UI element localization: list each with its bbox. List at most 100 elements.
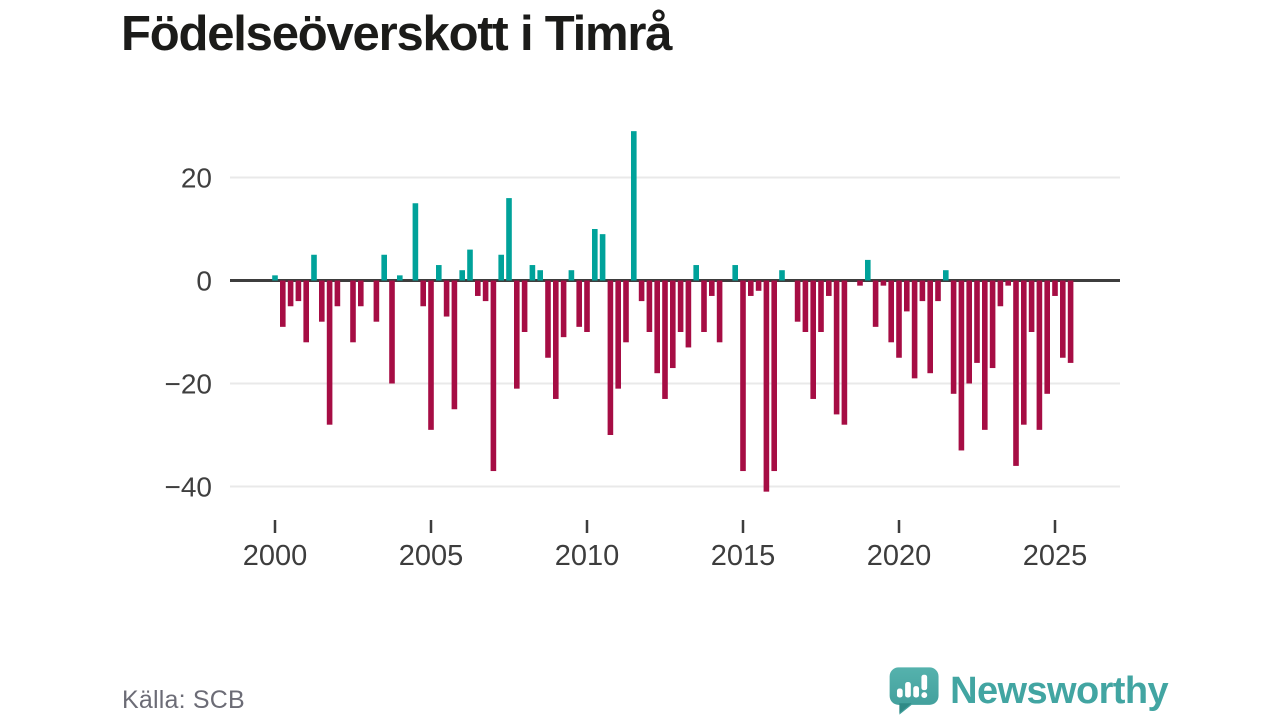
bar — [927, 280, 933, 374]
x-tick-label: 2000 — [243, 540, 308, 572]
bar — [646, 280, 653, 332]
bar — [397, 275, 403, 281]
bar — [989, 280, 996, 369]
bar — [740, 280, 746, 472]
bar — [670, 280, 676, 369]
bar — [888, 280, 894, 343]
bar — [521, 280, 528, 332]
bar — [755, 280, 762, 291]
bar — [919, 280, 926, 302]
bar — [716, 280, 723, 343]
bar — [560, 280, 567, 338]
bar — [553, 280, 559, 399]
bar — [1028, 280, 1035, 332]
bar — [584, 280, 590, 332]
bar — [693, 265, 699, 281]
bar — [763, 280, 770, 492]
bar — [303, 280, 309, 343]
bar — [865, 259, 871, 281]
bar — [459, 270, 465, 281]
bar — [358, 280, 364, 307]
bar — [732, 265, 738, 281]
x-tick-label: 2005 — [399, 540, 464, 572]
bar — [373, 280, 380, 322]
bar — [420, 280, 426, 307]
bar — [779, 270, 785, 281]
bar — [748, 280, 754, 296]
newsworthy-logo[interactable]: Newsworthy — [888, 661, 1169, 721]
bar — [475, 280, 481, 296]
bar — [623, 280, 629, 343]
bar — [802, 280, 809, 332]
bar — [412, 203, 419, 281]
bar — [319, 280, 325, 322]
bar — [771, 280, 777, 472]
bar — [958, 280, 965, 451]
bar — [880, 280, 887, 286]
bar — [428, 280, 434, 430]
bar — [295, 280, 302, 302]
bar — [1005, 280, 1011, 286]
bar — [1067, 280, 1074, 363]
bar — [950, 280, 957, 394]
bar — [794, 280, 801, 322]
bar — [436, 265, 442, 281]
bar — [350, 280, 356, 343]
bar — [467, 249, 473, 281]
bar — [982, 280, 988, 430]
source-note: Källa: SCB — [122, 686, 245, 714]
bar — [287, 280, 294, 307]
bar — [966, 280, 972, 384]
x-tick-label: 2025 — [1023, 540, 1088, 572]
bar — [872, 280, 879, 327]
newsworthy-wordmark: Newsworthy — [950, 670, 1168, 712]
x-tick-label: 2010 — [555, 540, 620, 572]
x-tick-label: 2015 — [711, 540, 776, 572]
bar — [709, 280, 715, 296]
bar — [1060, 280, 1066, 358]
bar — [1044, 280, 1050, 394]
bar — [685, 280, 692, 348]
bar — [701, 280, 707, 332]
bar — [857, 280, 863, 286]
bar — [311, 254, 317, 281]
bar — [607, 280, 614, 435]
bar — [826, 280, 832, 296]
bar — [592, 229, 598, 281]
y-tick-label: −20 — [165, 369, 213, 400]
bar — [272, 275, 278, 281]
chart-title: Födelseöverskott i Timrå — [121, 7, 673, 61]
bar — [1021, 280, 1027, 425]
bar — [841, 280, 848, 425]
bar — [818, 280, 824, 332]
bar — [833, 280, 840, 415]
bar — [904, 280, 910, 312]
bar — [381, 254, 387, 281]
bar — [896, 280, 902, 358]
y-tick-label: 0 — [196, 266, 212, 297]
bar — [662, 280, 668, 399]
bar — [389, 280, 395, 384]
y-tick-label: −40 — [165, 472, 213, 503]
bar — [514, 280, 520, 389]
bar — [498, 254, 504, 281]
bar — [997, 280, 1004, 307]
bar — [1013, 280, 1019, 466]
x-tick-label: 2020 — [867, 540, 932, 572]
bar — [537, 270, 543, 281]
bar — [631, 131, 637, 281]
bar — [974, 280, 980, 363]
bar — [911, 280, 918, 379]
bar — [334, 280, 341, 307]
bar — [280, 280, 286, 327]
bar — [568, 270, 575, 281]
bar — [443, 280, 450, 317]
bar — [529, 265, 536, 281]
bar — [810, 280, 816, 399]
bar — [545, 280, 551, 358]
bar — [326, 280, 333, 425]
bar — [1052, 280, 1058, 296]
bar — [576, 280, 582, 327]
